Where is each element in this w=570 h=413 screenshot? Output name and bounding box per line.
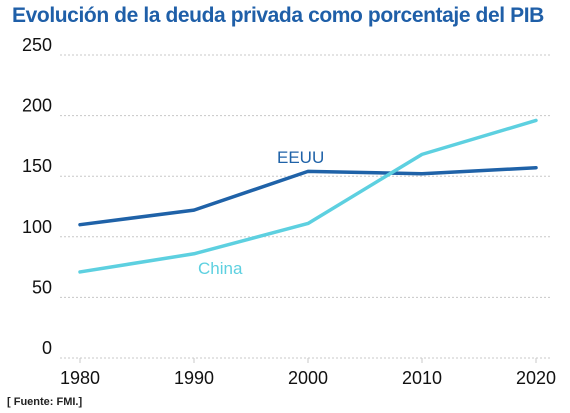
series-lines (78, 118, 538, 274)
x-axis-ticks: 1980 1990 2000 2010 2020 (60, 358, 556, 388)
y-tick-label: 100 (22, 217, 52, 237)
series-label-china: China (198, 259, 243, 278)
source-note: [ Fuente: FMI.] (7, 396, 83, 408)
x-tick-label: 1990 (174, 368, 214, 388)
gridlines (60, 54, 552, 359)
x-tick-label: 2000 (288, 368, 328, 388)
x-tick-label: 1980 (60, 368, 100, 388)
y-tick-label: 200 (22, 96, 52, 116)
series-line-eeuu (78, 165, 538, 227)
y-tick-label: 0 (42, 338, 52, 358)
series-label-eeuu: EEUU (277, 148, 324, 167)
y-tick-label: 150 (22, 156, 52, 176)
y-tick-label: 250 (22, 35, 52, 55)
y-tick-label: 50 (32, 277, 52, 297)
y-axis-ticks: 0 50 100 150 200 250 (22, 35, 52, 358)
x-tick-label: 2010 (402, 368, 442, 388)
chart-title: Evolución de la deuda privada como porce… (12, 4, 544, 27)
x-tick-label: 2020 (516, 368, 556, 388)
series-line-china (78, 118, 538, 274)
